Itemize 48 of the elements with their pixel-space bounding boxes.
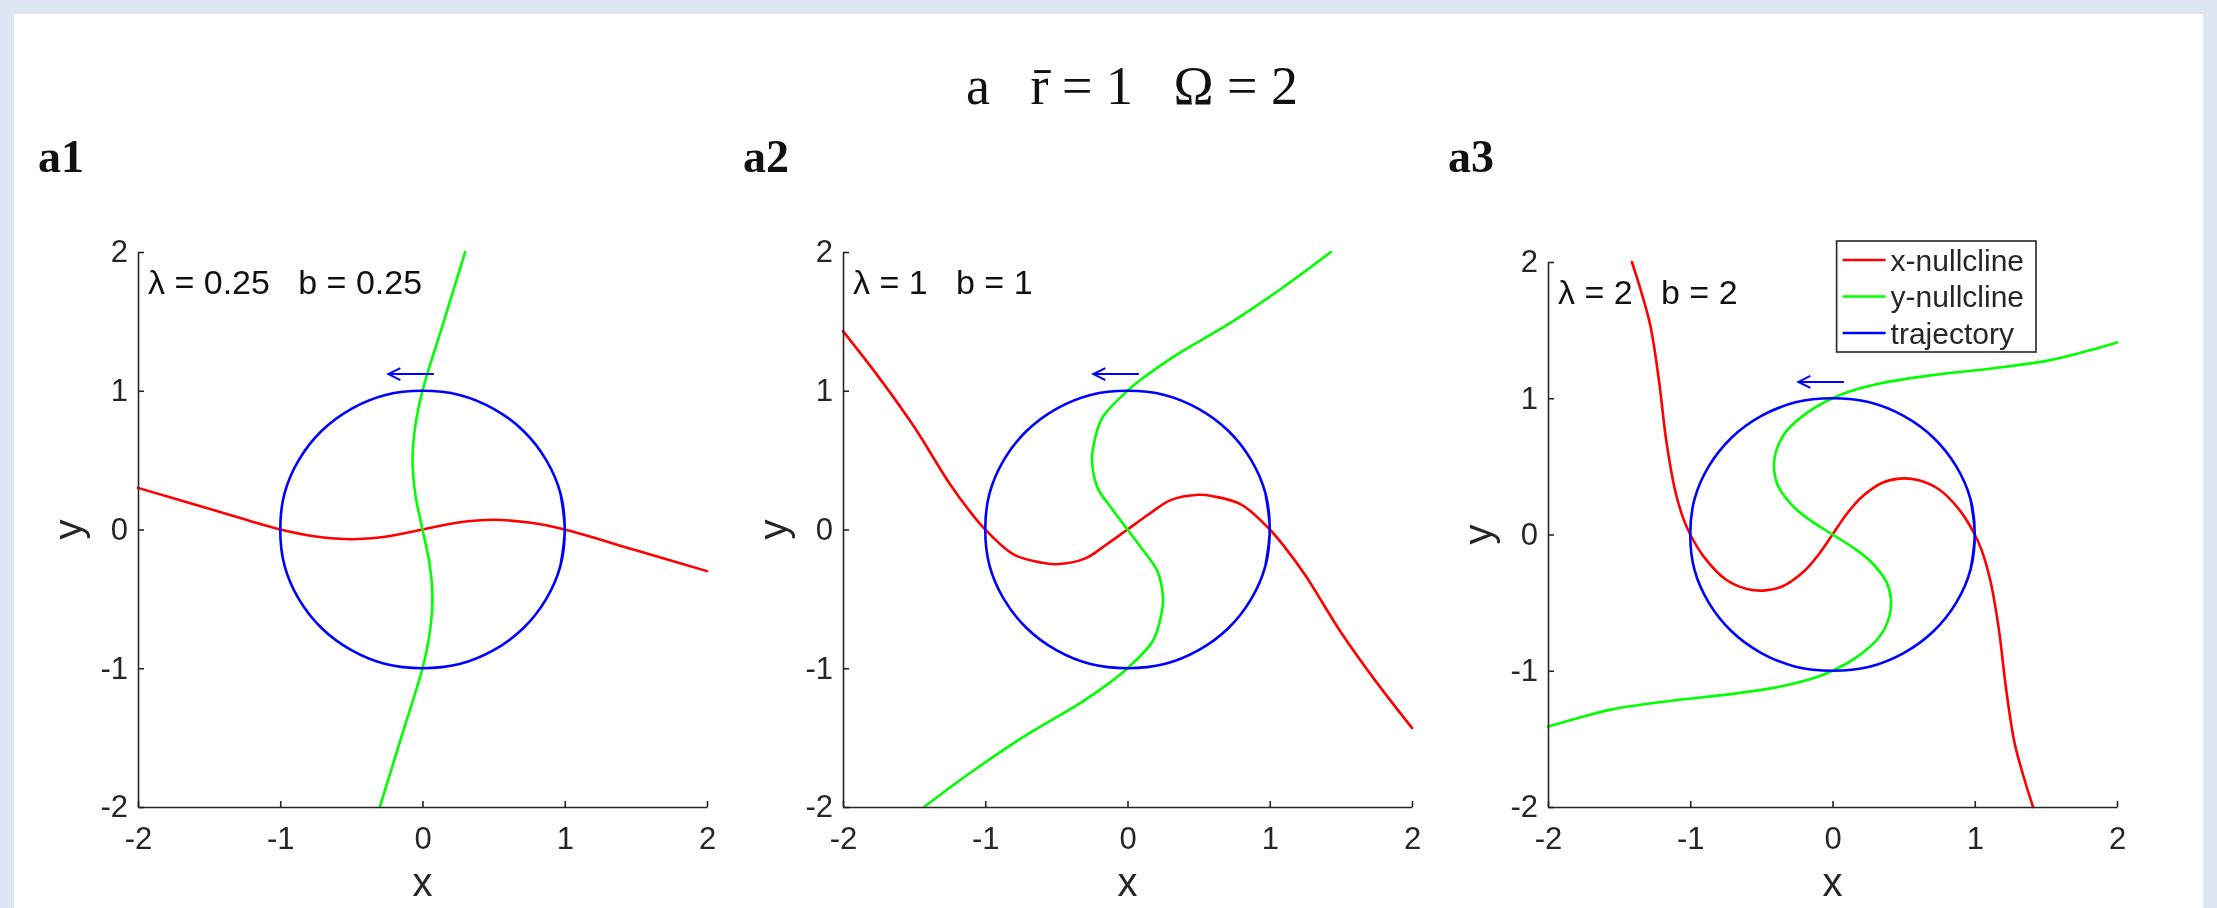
y-tick-label: 2 [1520, 244, 1538, 280]
y-axis-title: y [46, 519, 90, 540]
x-tick-label: -1 [971, 821, 1000, 857]
x-axis-title: x [1117, 860, 1138, 904]
x-tick-label: 0 [1824, 821, 1842, 857]
y-axis-title: y [1456, 524, 1500, 545]
y-tick-label: -2 [805, 789, 833, 825]
legend-label: y-nullcline [1890, 280, 2024, 313]
annotation: λ = 2 b = 2 [1558, 273, 1738, 311]
legend-label: trajectory [1890, 316, 2014, 350]
y-tick-label: 0 [110, 511, 128, 547]
chart-title: a2 [743, 131, 789, 182]
y-tick-label: 0 [1520, 516, 1538, 552]
y-tick-label: -1 [1510, 653, 1538, 689]
line-series [983, 389, 1272, 670]
annotation: λ = 0.25 b = 0.25 [148, 263, 423, 301]
y-tick-label: -2 [100, 789, 128, 825]
x-tick-label: 1 [556, 821, 574, 857]
y-tick-label: 1 [1520, 380, 1538, 416]
x-tick-label: -1 [1676, 821, 1705, 857]
line-series [1688, 396, 1977, 673]
chart-title: a3 [1448, 131, 1494, 182]
x-tick-label: -1 [266, 821, 295, 857]
x-tick-label: 2 [2108, 821, 2127, 857]
x-tick-label: 0 [1119, 821, 1137, 857]
y-tick-label: 1 [110, 373, 128, 409]
y-axis-title: y [751, 519, 795, 540]
x-axis-title: x [1822, 860, 1843, 904]
y-tick-label: 1 [815, 373, 833, 409]
x-axis-title: x [412, 860, 433, 904]
y-tick-label: 2 [815, 234, 833, 270]
x-tick-label: 1 [1966, 821, 1984, 857]
chart-subtitle: a r̄ = 1 Ω = 2 [966, 56, 1298, 116]
x-tick-label: 2 [698, 821, 717, 857]
y-tick-label: 2 [110, 234, 128, 270]
y-tick-label: 0 [815, 511, 833, 547]
x-tick-label: 2 [1403, 821, 1422, 857]
x-tick-label: 0 [414, 821, 432, 857]
line-series [278, 389, 567, 670]
line-series [841, 329, 1414, 730]
x-tick-label: 1 [1261, 821, 1279, 857]
y-tick-label: -2 [1510, 789, 1538, 825]
line-series [136, 486, 709, 573]
y-tick-label: -1 [805, 650, 833, 686]
y-tick-label: -1 [100, 650, 128, 686]
chart-title: a1 [38, 131, 84, 182]
legend-label: x-nullcline [1890, 243, 2024, 277]
annotation: λ = 1 b = 1 [853, 263, 1033, 301]
